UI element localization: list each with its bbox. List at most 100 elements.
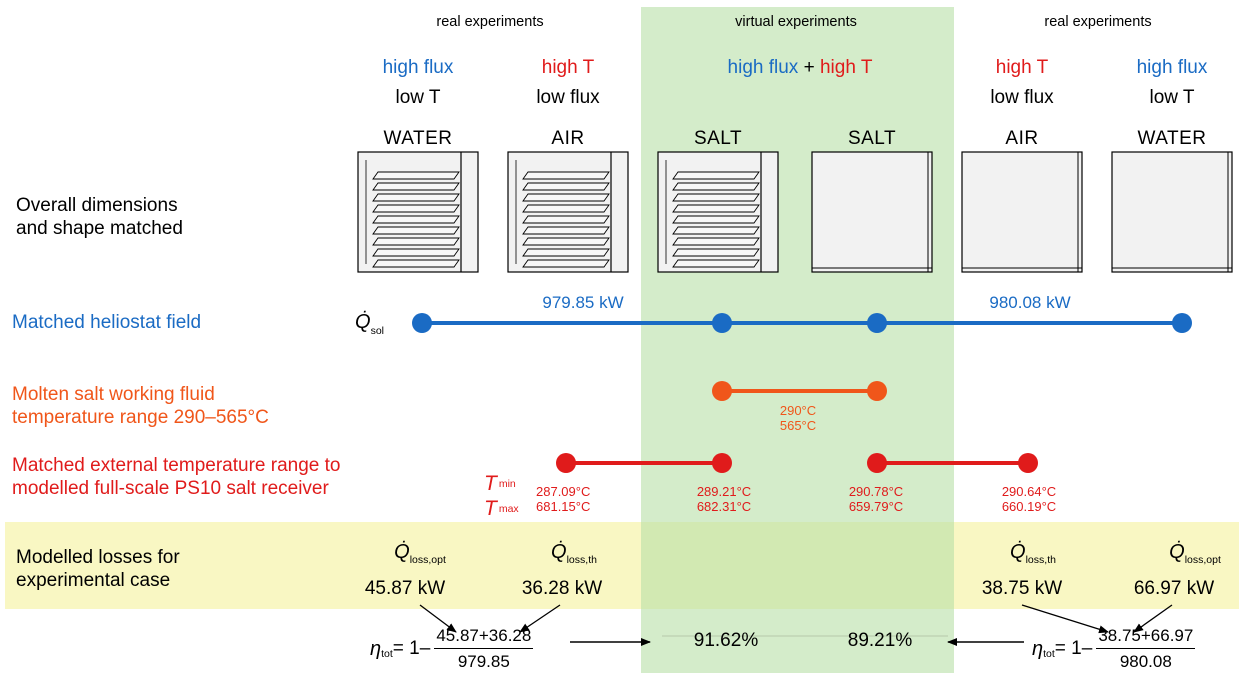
- loss-4-q: Q̇: [1169, 541, 1185, 563]
- loss-4-sub: loss,opt: [1184, 554, 1221, 566]
- col5-line1: high T: [995, 57, 1049, 78]
- external-dot-1: [556, 453, 576, 473]
- eta-left: η: [370, 637, 382, 660]
- external-range-3: 290.78°C 659.79°C: [849, 484, 903, 515]
- external-range-3-min: 290.78°C: [848, 484, 904, 499]
- row-label-salt-line1: Molten salt working fluid: [12, 384, 215, 405]
- loss-3-value: 38.75 kW: [981, 578, 1063, 599]
- louver-slat: [522, 226, 610, 235]
- tmin-sub: min: [498, 478, 516, 490]
- fraction-right-numerator: 38.75+66.97: [1096, 626, 1196, 649]
- efficiency-formula-left: η tot = 1– 45.87+36.28 979.85: [370, 626, 534, 672]
- tmin-t: T: [484, 472, 497, 495]
- receiver-label-3: SALT: [693, 128, 743, 149]
- col6-line2: low T: [1149, 87, 1195, 108]
- loss-4-value: 66.97 kW: [1133, 578, 1215, 599]
- louver-slat: [372, 226, 460, 235]
- col2-line1: high T: [541, 57, 595, 78]
- louver-slat: [372, 193, 460, 202]
- tmax-t: T: [484, 497, 497, 520]
- fraction-right-denominator: 980.08: [1119, 652, 1172, 671]
- louver-slat: [672, 226, 760, 235]
- tmax-sub: max: [498, 503, 519, 515]
- fraction-left: 45.87+36.28 979.85: [434, 626, 534, 672]
- receiver-label-2: AIR: [551, 128, 585, 149]
- heliostat-value-left: 979.85 kW: [542, 293, 624, 312]
- louver-slat: [672, 248, 760, 257]
- louver-slat: [672, 259, 760, 268]
- louver-slat: [372, 248, 460, 257]
- green-virtual-band: [641, 7, 954, 673]
- arrow-loss-opt-left: [419, 604, 457, 633]
- virtual-high-flux: high flux: [727, 57, 799, 78]
- header-virtual: virtual experiments: [735, 14, 857, 30]
- louver-slat: [522, 204, 610, 213]
- loss-2-symbol: Q̇loss,th: [551, 541, 597, 565]
- louver-slat: [672, 182, 760, 191]
- q-sol-symbol: Q̇sol: [355, 311, 384, 336]
- loss-3-q: Q̇: [1010, 541, 1026, 563]
- heliostat-dot-2: [712, 313, 732, 333]
- q-sol-sub: sol: [370, 325, 384, 337]
- row-label-salt-line2: temperature range 290–565°C: [12, 407, 269, 429]
- row-label-salt: Molten salt working fluid temperature ra…: [12, 383, 269, 429]
- salt-temp-high: 565°C: [779, 418, 817, 434]
- virtual-high-t: high T: [819, 57, 873, 78]
- row-label-losses-line1: Modelled losses for: [16, 547, 180, 568]
- receiver-salt-louvered: [657, 151, 779, 273]
- salt-temp-low: 290°C: [779, 403, 817, 418]
- heliostat-dot-3: [867, 313, 887, 333]
- receiver-label-6: WATER: [1137, 128, 1207, 149]
- louver-slat: [522, 248, 610, 257]
- loss-4-symbol: Q̇loss,opt: [1169, 541, 1221, 565]
- receiver-water-left: [357, 151, 479, 273]
- louver-slat: [372, 215, 460, 224]
- fraction-right: 38.75+66.97 980.08: [1096, 626, 1196, 672]
- q-sol-q: Q̇: [355, 311, 371, 333]
- row-label-heliostat: Matched heliostat field: [12, 312, 202, 333]
- heliostat-value-right: 980.08 kW: [989, 293, 1071, 312]
- col1-line2: low T: [395, 87, 441, 108]
- col1-line1: high flux: [382, 57, 454, 78]
- louver-slat: [372, 171, 460, 180]
- eta-right-sub: tot: [1043, 648, 1055, 660]
- row-label-external-line2: modelled full-scale PS10 salt receiver: [12, 478, 329, 500]
- row-label-external: Matched external temperature range to mo…: [12, 454, 340, 500]
- col5-line2: low flux: [990, 87, 1054, 108]
- external-range-1: 287.09°C 681.15°C: [536, 484, 590, 515]
- loss-2-value: 36.28 kW: [521, 578, 603, 599]
- external-range-2-min: 289.21°C: [696, 484, 752, 499]
- efficiency-result-left: 91.62%: [693, 630, 759, 651]
- salt-dot-2: [867, 381, 887, 401]
- header-real-right: real experiments: [1044, 14, 1152, 30]
- external-range-4-min: 290.64°C: [1001, 484, 1057, 499]
- efficiency-formula-right: η tot = 1– 38.75+66.97 980.08: [1032, 626, 1196, 672]
- fraction-left-denominator: 979.85: [457, 652, 510, 671]
- louver-slat: [522, 182, 610, 191]
- row-label-dimensions: Overall dimensions and shape matched: [16, 194, 183, 240]
- arrow-loss-th-right: [1021, 604, 1109, 634]
- louver-slat: [522, 259, 610, 268]
- col2-line2: low flux: [536, 87, 600, 108]
- loss-3-sub: loss,th: [1025, 554, 1056, 566]
- eta-right: η: [1032, 637, 1044, 660]
- louver-slat: [372, 204, 460, 213]
- row-label-dimensions-line1: Overall dimensions: [16, 195, 178, 216]
- loss-3-symbol: Q̇loss,th: [1010, 541, 1056, 565]
- row-label-losses: Modelled losses for experimental case: [16, 546, 180, 592]
- col6-line1: high flux: [1136, 57, 1208, 78]
- external-range-2-max: 682.31°C: [696, 499, 752, 515]
- louver-slat: [672, 171, 760, 180]
- arrow-loss-opt-right: [1133, 604, 1173, 633]
- row-label-external-line1: Matched external temperature range to: [12, 455, 341, 476]
- receiver-label-5: AIR: [1005, 128, 1039, 149]
- loss-1-sub: loss,opt: [409, 554, 446, 566]
- heliostat-dot-4: [1172, 313, 1192, 333]
- row-label-losses-line2: experimental case: [16, 570, 171, 592]
- eta-left-sub: tot: [381, 648, 393, 660]
- louver-slat: [522, 171, 610, 180]
- loss-2-q: Q̇: [551, 541, 567, 563]
- receiver-label-4: SALT: [847, 128, 897, 149]
